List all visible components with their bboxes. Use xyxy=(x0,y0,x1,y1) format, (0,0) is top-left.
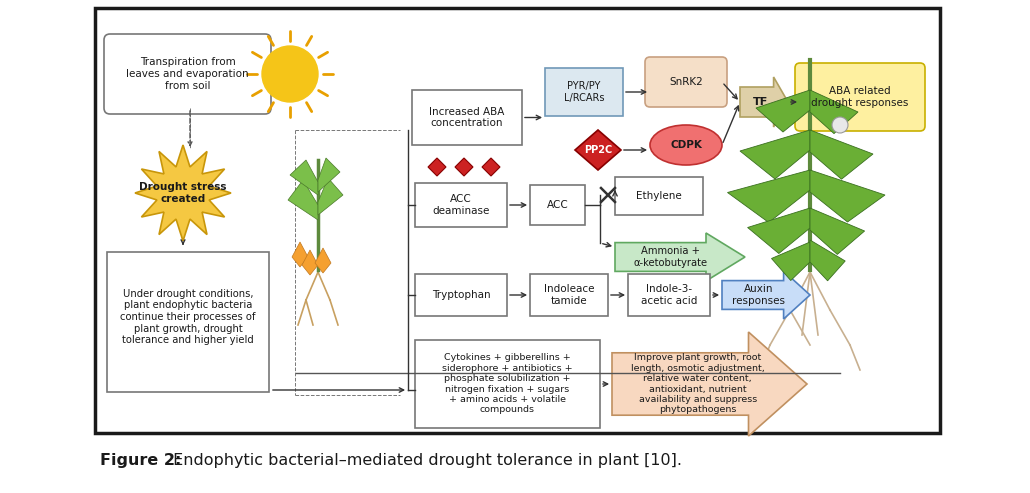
Text: TF: TF xyxy=(753,97,767,107)
Ellipse shape xyxy=(650,125,722,165)
Polygon shape xyxy=(302,250,318,275)
Polygon shape xyxy=(575,130,621,170)
FancyBboxPatch shape xyxy=(415,274,507,316)
Text: PP2C: PP2C xyxy=(584,145,612,155)
Polygon shape xyxy=(722,271,810,319)
Polygon shape xyxy=(428,158,446,176)
Text: Endophytic bacterial–mediated drought tolerance in plant [10].: Endophytic bacterial–mediated drought to… xyxy=(168,453,682,468)
FancyBboxPatch shape xyxy=(107,252,269,392)
Text: Increased ABA
concentration: Increased ABA concentration xyxy=(430,106,505,128)
FancyBboxPatch shape xyxy=(628,274,710,316)
Polygon shape xyxy=(318,178,343,215)
Polygon shape xyxy=(740,77,788,127)
Text: Ammonia +
α-ketobutyrate: Ammonia + α-ketobutyrate xyxy=(633,246,708,268)
FancyBboxPatch shape xyxy=(95,8,940,433)
Text: Auxin
responses: Auxin responses xyxy=(732,284,786,306)
Polygon shape xyxy=(810,170,885,222)
Text: Transpiration from
leaves and evaporation
from soil: Transpiration from leaves and evaporatio… xyxy=(127,57,249,91)
FancyBboxPatch shape xyxy=(545,68,623,116)
Polygon shape xyxy=(455,158,473,176)
FancyBboxPatch shape xyxy=(415,183,507,227)
Polygon shape xyxy=(810,208,864,254)
Polygon shape xyxy=(291,242,308,267)
Text: Indole-3-
acetic acid: Indole-3- acetic acid xyxy=(641,284,697,306)
Text: ACC
deaminase: ACC deaminase xyxy=(433,194,489,216)
Polygon shape xyxy=(135,145,231,241)
Polygon shape xyxy=(482,158,500,176)
Text: Ethylene: Ethylene xyxy=(637,191,682,201)
FancyBboxPatch shape xyxy=(104,34,271,114)
Polygon shape xyxy=(771,242,810,281)
Polygon shape xyxy=(315,248,331,273)
Circle shape xyxy=(262,46,318,102)
Text: CDPK: CDPK xyxy=(671,140,701,150)
Polygon shape xyxy=(810,130,873,179)
Text: ABA related
drought responses: ABA related drought responses xyxy=(812,86,908,108)
Text: Tryptophan: Tryptophan xyxy=(432,290,490,300)
FancyBboxPatch shape xyxy=(412,90,522,145)
Polygon shape xyxy=(615,233,745,281)
Polygon shape xyxy=(727,170,810,222)
FancyBboxPatch shape xyxy=(615,177,703,215)
Polygon shape xyxy=(290,160,318,195)
Text: ACC: ACC xyxy=(547,200,569,210)
Polygon shape xyxy=(810,90,858,134)
Polygon shape xyxy=(318,158,340,192)
Polygon shape xyxy=(748,208,810,253)
FancyBboxPatch shape xyxy=(530,274,608,316)
Polygon shape xyxy=(612,332,806,436)
Polygon shape xyxy=(810,240,846,281)
Text: PYR/PY
L/RCARs: PYR/PY L/RCARs xyxy=(563,81,605,103)
FancyBboxPatch shape xyxy=(415,340,600,428)
Text: SnRK2: SnRK2 xyxy=(670,77,702,87)
FancyBboxPatch shape xyxy=(645,57,727,107)
Text: Drought stress
created: Drought stress created xyxy=(139,182,227,204)
Text: Improve plant growth, root
length, osmotic adjustment,
relative water content,
a: Improve plant growth, root length, osmot… xyxy=(631,353,764,415)
FancyBboxPatch shape xyxy=(795,63,925,131)
FancyBboxPatch shape xyxy=(530,185,585,225)
Polygon shape xyxy=(288,180,318,220)
Text: Indoleace
tamide: Indoleace tamide xyxy=(544,284,594,306)
Text: Figure 2:: Figure 2: xyxy=(100,453,181,468)
Polygon shape xyxy=(740,130,810,179)
Text: Cytokines + gibberellins +
siderophore + antibiotics +
phosphate solubilization : Cytokines + gibberellins + siderophore +… xyxy=(442,353,573,415)
Circle shape xyxy=(832,117,848,133)
Polygon shape xyxy=(756,90,810,132)
Text: Under drought conditions,
plant endophytic bacteria
continue their processes of
: Under drought conditions, plant endophyt… xyxy=(121,289,255,345)
